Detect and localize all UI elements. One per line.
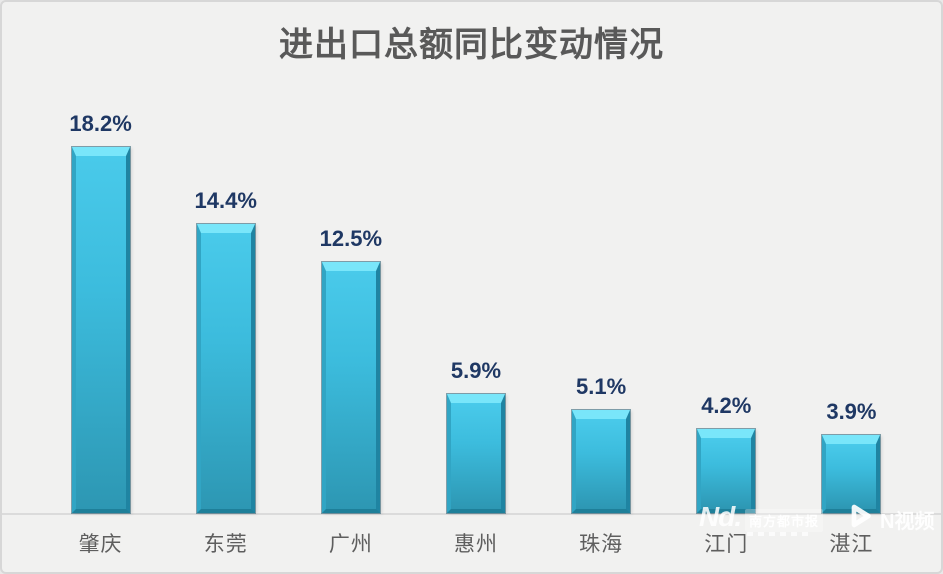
bar [572,410,631,513]
bar-column: 5.9% [413,358,538,513]
category-label: 肇庆 [78,533,123,556]
value-label: 3.9% [826,399,877,424]
category-label: 惠州 [453,533,498,556]
bar [196,224,255,513]
category-label: 珠海 [579,533,624,556]
bar [446,394,505,513]
bar-column: 12.5% [288,226,413,513]
chart-title: 进出口总额同比变动情况 [279,26,664,64]
value-label: 4.2% [701,393,752,418]
bar-column: 14.4% [163,188,288,513]
bar [71,147,130,513]
value-label: 18.2% [69,111,132,136]
category-label: 东莞 [203,533,248,556]
x-axis-line [2,513,941,515]
value-label: 14.4% [194,188,257,213]
value-label: 5.9% [450,358,502,383]
plot-area: 18.2% 14.4% 12.5% 5.9% 5.1% 4.2% 3.9% [2,67,941,513]
bar [822,435,881,513]
bar-column: 3.9% [789,399,914,513]
category-label: 湛江 [829,533,874,556]
category-label: 广州 [328,533,373,556]
bar [697,429,756,513]
bar-column: 5.1% [539,374,664,513]
bar-column: 18.2% [38,111,163,513]
value-label: 12.5% [319,226,383,251]
category-axis: 肇庆 东莞 广州 惠州 珠海 江门 湛江 [2,515,941,558]
bar [321,262,380,513]
value-label: 5.1% [576,374,627,399]
category-label: 江门 [704,533,749,556]
bar-column: 4.2% [664,393,789,513]
